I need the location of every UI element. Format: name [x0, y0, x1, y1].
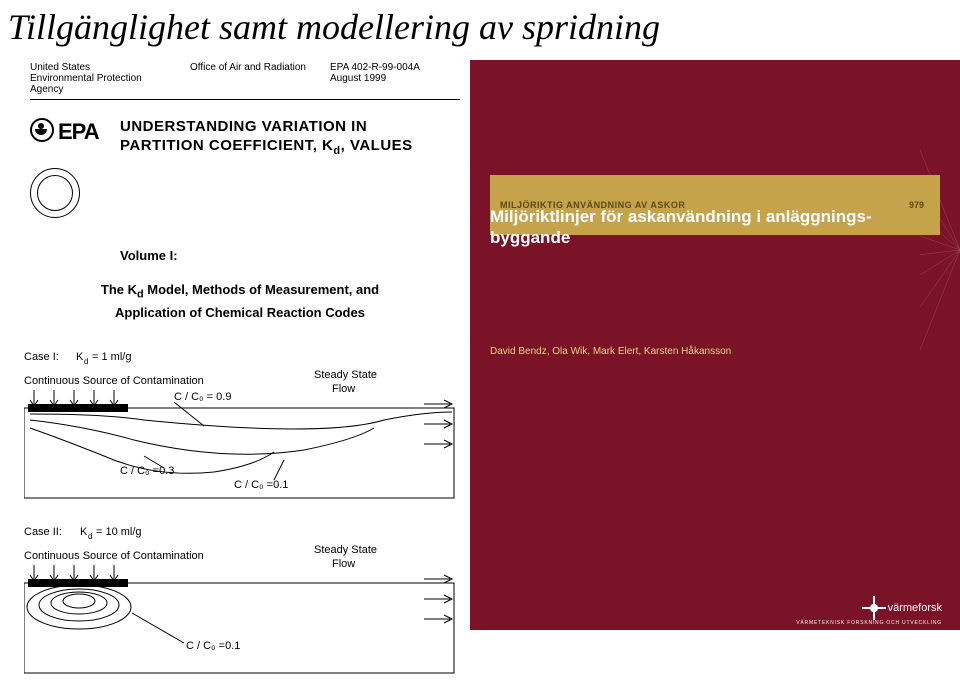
volume-label: Volume I:: [120, 248, 178, 263]
epa-header: United States Environmental Protection A…: [30, 62, 450, 100]
svg-text:d: d: [84, 357, 88, 366]
varmeforsk-logo-sub: VÄRMETEKNISK FORSKNING OCH UTVECKLING: [796, 620, 942, 626]
cover-title: Miljöriktlinjer för askanvändning i anlä…: [490, 206, 930, 249]
case1-label: Case I:: [24, 351, 59, 363]
hdr-col1-l3: Agency: [30, 84, 190, 95]
case1-flow-l2: Flow: [332, 383, 355, 395]
hdr-rule: [30, 99, 460, 100]
doe-seal-icon: [30, 168, 80, 218]
epa-flower-icon: [30, 118, 54, 142]
cover-radial-icon: [920, 130, 960, 370]
hdr-col2: Office of Air and Radiation: [190, 62, 330, 95]
hdr-col1-l1: United States: [30, 62, 190, 73]
headline-l1: UNDERSTANDING VARIATION IN: [120, 118, 460, 137]
case2-kd-value: = 10 ml/g: [96, 526, 142, 538]
case2-c01: C / C₀ =0.1: [186, 640, 240, 652]
headline-l2: PARTITION COEFFICIENT, Kd, VALUES: [120, 137, 460, 159]
varmeforsk-logo: värmeforsk: [866, 600, 942, 616]
varmeforsk-cover: MILJÖRIKTIG ANVÄNDNING AV ASKOR 979 Milj…: [470, 60, 960, 630]
hdr-col3-l2: August 1999: [330, 73, 450, 84]
page-root: Tillgänglighet samt modellering av sprid…: [0, 0, 960, 689]
case1-src: Continuous Source of Contamination: [24, 375, 204, 387]
case2-src: Continuous Source of Contamination: [24, 550, 204, 562]
epa-brand-text: EPA: [58, 119, 99, 144]
case1-c01: C / C₀ =0.1: [234, 479, 288, 491]
slide-title: Tillgänglighet samt modellering av sprid…: [8, 6, 660, 48]
case1-kd-value: = 1 ml/g: [92, 351, 131, 363]
case2-flow-l2: Flow: [332, 558, 355, 570]
svg-text:d: d: [88, 532, 92, 541]
case1-flow-l1: Steady State: [314, 369, 377, 381]
case2-label: Case II:: [24, 526, 62, 538]
contamination-diagram: Case I: Kd = 1 ml/g Continuous Source of…: [24, 348, 464, 678]
svg-text:K: K: [80, 526, 88, 538]
case2-flow-l1: Steady State: [314, 544, 377, 556]
epa-logo: EPA: [30, 118, 99, 145]
case1-c03: C / C₀ =0.3: [120, 465, 174, 477]
subtitle-l1: The Kd Model, Methods of Measurement, an…: [80, 280, 400, 303]
hdr-col3-l1: EPA 402-R-99-004A: [330, 62, 450, 73]
varmeforsk-logo-text: värmeforsk: [888, 602, 942, 614]
hdr-col1-l2: Environmental Protection: [30, 73, 190, 84]
report-subtitle: The Kd Model, Methods of Measurement, an…: [80, 280, 400, 322]
case1-c09: C / C₀ = 0.9: [174, 391, 231, 403]
cover-authors: David Bendz, Ola Wik, Mark Elert, Karste…: [490, 346, 731, 357]
report-headline: UNDERSTANDING VARIATION IN PARTITION COE…: [120, 118, 460, 159]
sun-icon: [866, 600, 882, 616]
svg-text:K: K: [76, 351, 84, 363]
subtitle-l2: Application of Chemical Reaction Codes: [80, 303, 400, 323]
